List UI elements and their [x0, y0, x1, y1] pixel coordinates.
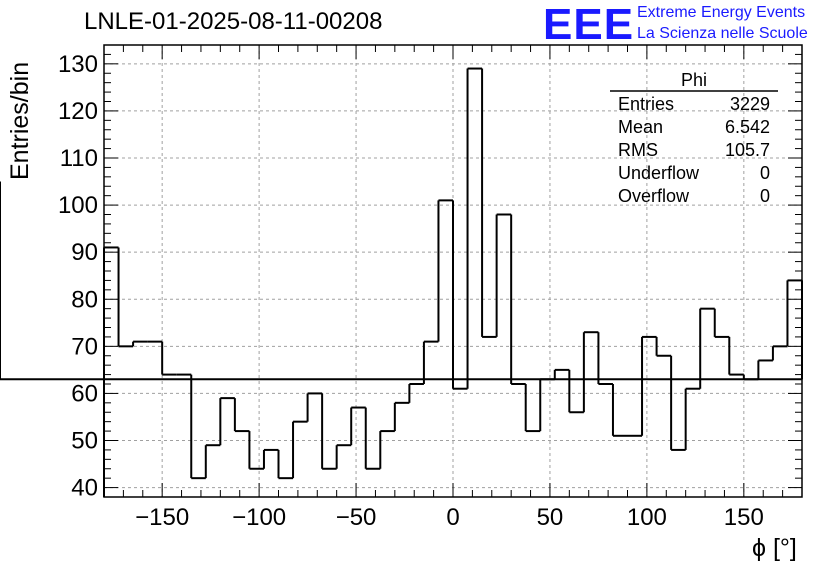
stats-value: 3229	[730, 94, 770, 114]
y-tick-label: 90	[71, 239, 98, 266]
x-tick-label: 0	[446, 504, 459, 531]
y-tick-label: 50	[71, 428, 98, 455]
y-tick-label: 40	[71, 475, 98, 502]
y-tick-label: 120	[58, 98, 98, 125]
stats-value: 6.542	[725, 117, 770, 137]
y-tick-label: 100	[58, 192, 98, 219]
stats-title: Phi	[681, 70, 707, 90]
stats-value: 0	[760, 163, 770, 183]
stats-label: RMS	[618, 140, 658, 160]
plot-title: LNLE-01-2025-08-11-00208	[84, 8, 383, 35]
x-tick-label: 150	[724, 504, 764, 531]
y-tick-label: 80	[71, 286, 98, 313]
x-axis-label: ϕ [°]	[752, 534, 797, 562]
x-tick-label: 50	[537, 504, 564, 531]
x-tick-label: −50	[336, 504, 377, 531]
stats-value: 0	[760, 186, 770, 206]
y-axis-label: Entries/bin	[6, 61, 34, 180]
logo-line-2: La Scienza nelle Scuole	[637, 25, 808, 42]
y-tick-label: 110	[60, 145, 98, 172]
y-tick-label: 60	[71, 380, 98, 407]
x-tick-label: 100	[627, 504, 667, 531]
stats-value: 105.7	[725, 140, 770, 160]
stats-label: Overflow	[618, 186, 690, 206]
eee-logo: EEE	[543, 0, 635, 49]
stats-label: Underflow	[618, 163, 700, 183]
y-tick-label: 130	[58, 51, 98, 78]
x-tick-label: −100	[232, 504, 286, 531]
y-tick-label: 70	[71, 333, 98, 360]
logo-line-1: Extreme Energy Events	[637, 4, 806, 21]
x-tick-label: −150	[135, 504, 189, 531]
stats-label: Mean	[618, 117, 663, 137]
stats-label: Entries	[618, 94, 674, 114]
